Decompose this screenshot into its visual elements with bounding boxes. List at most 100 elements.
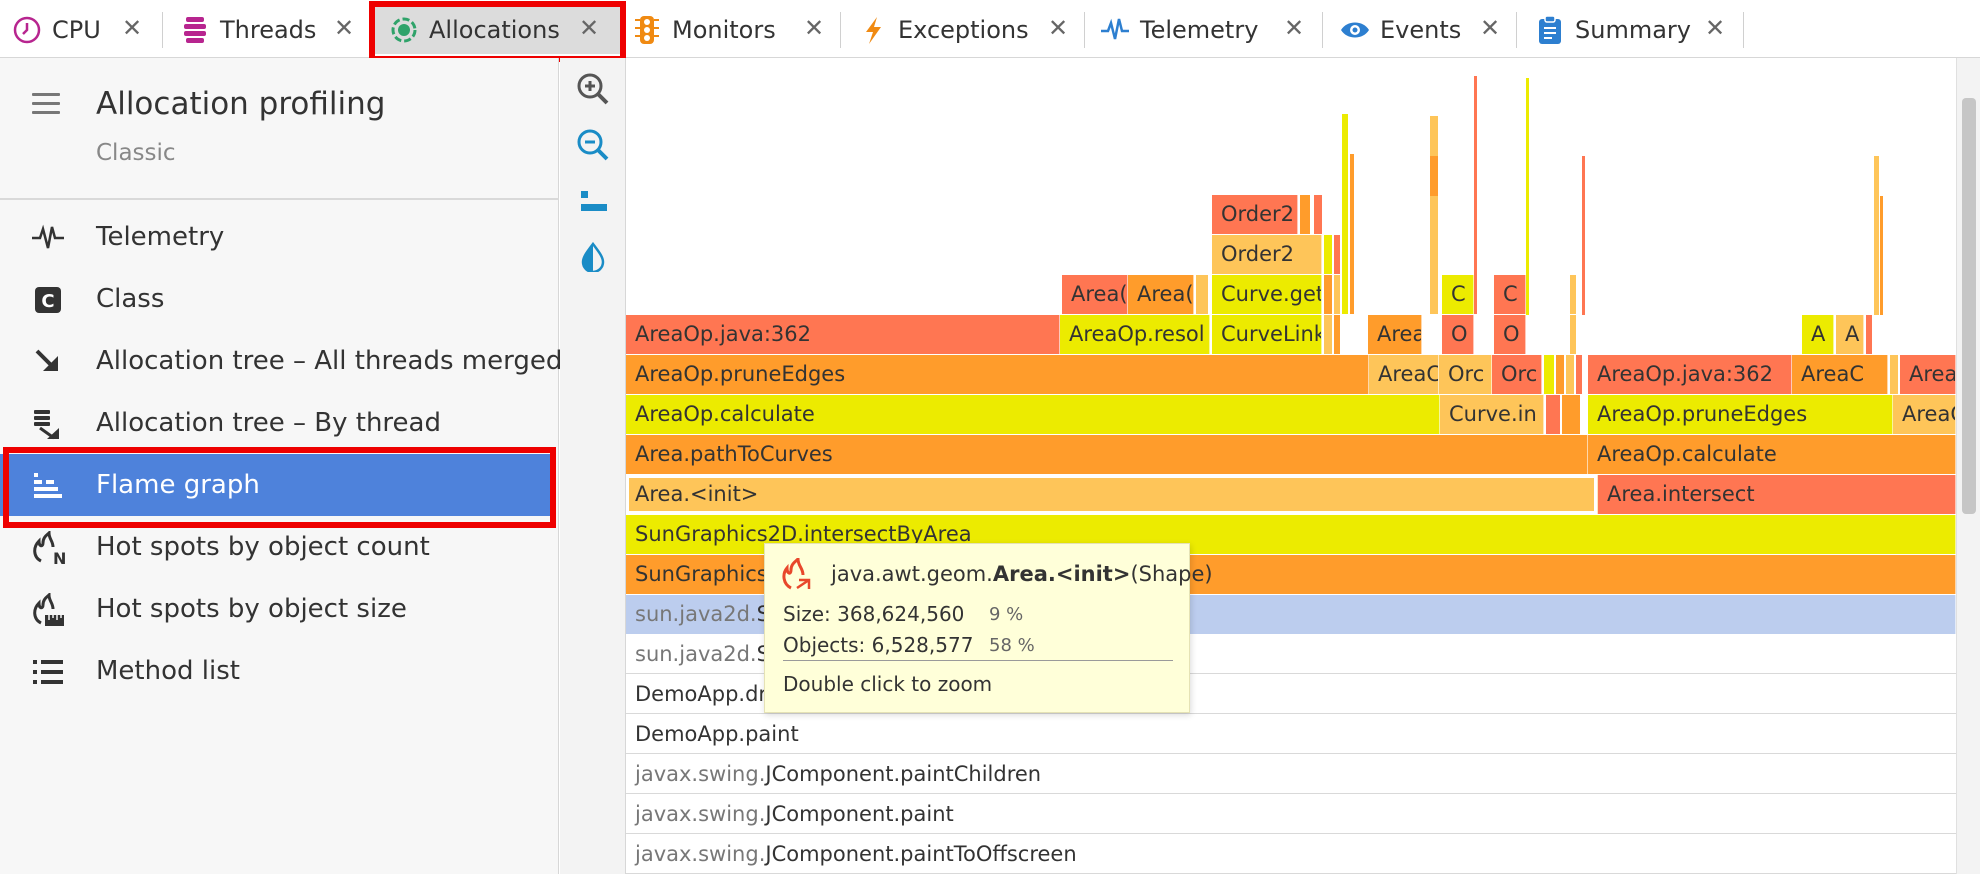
frame[interactable]: AreaC (1369, 355, 1439, 394)
frame[interactable]: C (1442, 275, 1474, 314)
frame-sliver[interactable] (1566, 355, 1574, 394)
sidebar-item-method-list[interactable]: Method list (0, 640, 555, 702)
sidebar-item-allocation-tree-all[interactable]: Allocation tree – All threads merged (0, 330, 562, 392)
frame-sliver[interactable] (1324, 275, 1332, 314)
frame[interactable]: AreaOp.java:362 (626, 315, 1060, 354)
frame-sliver[interactable] (1474, 76, 1477, 314)
frame-row[interactable]: javax.swing.JComponent.paintToOffscreen (626, 835, 1956, 874)
frame[interactable]: AreaOp.calculate (626, 395, 1440, 434)
frame[interactable]: Area( (1128, 275, 1194, 314)
menu-icon[interactable] (32, 93, 60, 117)
sidebar-item-hot-spots-count[interactable]: N Hot spots by object count (0, 516, 555, 578)
sidebar-item-allocation-tree-by-thread[interactable]: Allocation tree – By thread (0, 392, 555, 454)
frame-sliver[interactable] (1576, 355, 1582, 394)
frame[interactable]: O (1494, 315, 1526, 354)
frame-sliver[interactable] (1890, 355, 1898, 394)
tab-allocations[interactable]: Allocations ✕ (375, 6, 620, 54)
frame[interactable]: Order2 (1212, 195, 1298, 234)
frame[interactable]: Orc (1439, 355, 1492, 394)
frame-sliver[interactable] (1430, 156, 1438, 196)
tab-cpu[interactable]: CPU ✕ (12, 6, 163, 54)
frame-row[interactable]: DemoApp.paint (626, 715, 1956, 754)
frame[interactable]: SunGraphics2D.intersectByArea (626, 515, 1956, 554)
tooltip-title: java.awt.geom.Area.<init>(Shape) (831, 562, 1213, 586)
frame[interactable]: AreaC (1893, 395, 1956, 434)
color-mode-icon[interactable] (574, 238, 612, 276)
tab-summary[interactable]: Summary ✕ (1535, 6, 1745, 54)
sidebar-item-flame-graph[interactable]: Flame graph (0, 454, 555, 516)
frame-sliver[interactable] (1544, 355, 1554, 394)
flame-graph[interactable]: sun.java2d.Su DemoApp.dr DemoApp.paint j… (626, 58, 1956, 874)
frame[interactable]: AreaOp.pruneEdges (626, 355, 1369, 394)
tab-monitors[interactable]: Monitors ✕ (632, 6, 841, 54)
frame-sliver[interactable] (1874, 156, 1879, 315)
frame-sliver[interactable] (1546, 395, 1560, 434)
frame[interactable]: AreaOp.calculate (1588, 435, 1956, 474)
close-icon[interactable]: ✕ (1480, 14, 1501, 42)
zoom-in-icon[interactable] (574, 70, 612, 108)
frame-selected[interactable]: Area.<init> (626, 475, 1598, 514)
close-icon[interactable]: ✕ (804, 14, 825, 42)
frame[interactable]: AreaOp.pruneEdges (1588, 395, 1893, 434)
frame[interactable]: Area.intersect (1598, 475, 1956, 514)
frame-sliver[interactable] (1334, 275, 1340, 314)
list-icon (30, 656, 66, 688)
frame[interactable]: Curve.in (1440, 395, 1544, 434)
frame[interactable]: AreaOp.resol (1060, 315, 1210, 354)
vertical-scrollbar[interactable] (1956, 58, 1980, 874)
zoom-out-icon[interactable] (574, 126, 612, 164)
frame-sliver[interactable] (1570, 275, 1576, 314)
frame[interactable]: Curve.get (1212, 275, 1322, 314)
frame-sliver[interactable] (1342, 114, 1348, 314)
frame[interactable]: A (1802, 315, 1834, 354)
frame-row[interactable]: javax.swing.JComponent.paint (626, 795, 1956, 834)
frame-sliver[interactable] (1324, 315, 1332, 354)
scrollbar-thumb[interactable] (1962, 98, 1976, 514)
frame[interactable]: Orc (1492, 355, 1542, 394)
frame-sliver[interactable] (1526, 78, 1529, 315)
frame-sliver[interactable] (1562, 395, 1580, 434)
sidebar-item-class[interactable]: C Class (0, 268, 555, 330)
frame-sliver[interactable] (1866, 315, 1872, 354)
frame[interactable]: C (1494, 275, 1526, 314)
frame-sliver[interactable] (1334, 235, 1340, 274)
frame[interactable]: Area.pathToCurves (626, 435, 1588, 474)
tab-separator (162, 12, 163, 48)
frame[interactable]: AreaOp.java:362 (1588, 355, 1792, 394)
frame-sliver[interactable] (1324, 235, 1332, 274)
frame[interactable]: AreaC (1792, 355, 1888, 394)
frame-sliver[interactable] (1350, 154, 1354, 314)
frame-sliver[interactable] (1570, 315, 1576, 354)
frame-sliver[interactable] (1314, 195, 1322, 234)
frame-sliver[interactable] (1300, 195, 1310, 234)
sidebar-item-hot-spots-size[interactable]: Hot spots by object size (0, 578, 555, 640)
frame-sliver[interactable] (1430, 116, 1438, 314)
close-icon[interactable]: ✕ (1048, 14, 1069, 42)
close-icon[interactable]: ✕ (1284, 14, 1305, 42)
tab-threads[interactable]: Threads ✕ (180, 6, 370, 54)
close-icon[interactable]: ✕ (1705, 14, 1726, 42)
close-icon[interactable]: ✕ (579, 14, 600, 42)
frame[interactable]: Area (1900, 355, 1956, 394)
frame-row[interactable]: javax.swing.JComponent.paintChildren (626, 755, 1956, 794)
reset-zoom-icon[interactable] (574, 182, 612, 220)
frame-package: javax.swing. (635, 802, 766, 826)
frame-sliver[interactable] (1556, 355, 1564, 394)
close-icon[interactable]: ✕ (334, 14, 355, 42)
frame[interactable]: Area( (1062, 275, 1128, 314)
frame-sliver[interactable] (1880, 196, 1883, 315)
frame-sliver[interactable] (1196, 275, 1208, 314)
frame[interactable]: O (1442, 315, 1474, 354)
frame[interactable]: Area (1368, 315, 1422, 354)
tab-events[interactable]: Events ✕ (1340, 6, 1530, 54)
frame[interactable]: A (1836, 315, 1864, 354)
tab-exceptions[interactable]: Exceptions ✕ (858, 6, 1085, 54)
tab-telemetry[interactable]: Telemetry ✕ (1100, 6, 1323, 54)
close-icon[interactable]: ✕ (122, 14, 143, 42)
frame-sliver[interactable] (1582, 156, 1585, 315)
sidebar-item-telemetry[interactable]: Telemetry (0, 206, 555, 268)
frame-sliver[interactable] (1334, 315, 1340, 354)
frame[interactable]: Order2 (1212, 235, 1322, 274)
frame[interactable]: CurveLink (1212, 315, 1322, 354)
frame-name: CurveLink (1221, 322, 1322, 346)
